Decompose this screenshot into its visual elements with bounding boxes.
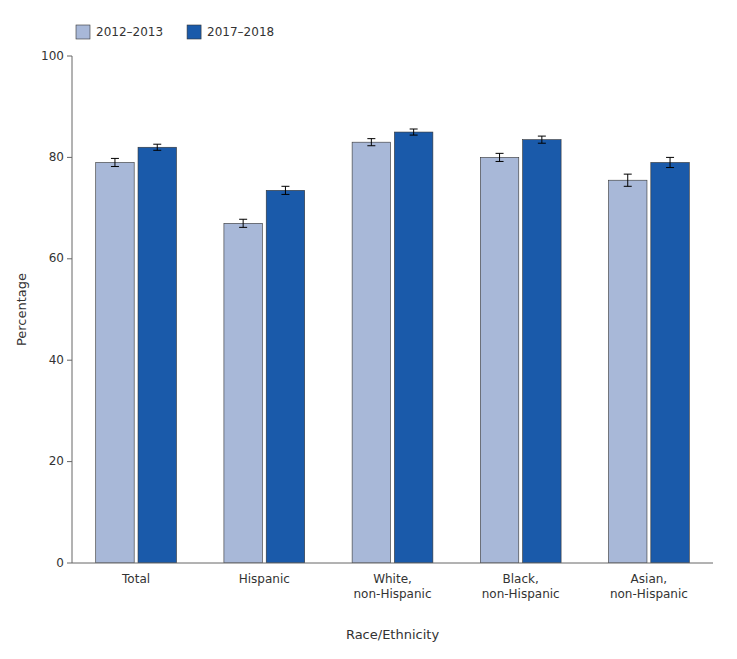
error-bar-cap bbox=[496, 161, 504, 162]
error-bar-cap bbox=[410, 129, 418, 130]
bar bbox=[609, 180, 647, 563]
legend-label: 2017–2018 bbox=[207, 25, 274, 39]
error-bar-cap bbox=[111, 166, 119, 167]
chart: 0 20 40 60 80 100 Percentage Total Hispanic White… bbox=[0, 0, 737, 659]
error-bar-cap bbox=[666, 167, 674, 168]
error-bar-line bbox=[371, 139, 372, 146]
y-tick bbox=[67, 360, 72, 361]
y-tick bbox=[67, 461, 72, 462]
y-tick-label: 0 bbox=[56, 556, 64, 570]
error-bar bbox=[367, 139, 375, 146]
error-bar bbox=[111, 158, 119, 166]
legend-label: 2012–2013 bbox=[96, 25, 163, 39]
y-tick-label: 20 bbox=[49, 454, 64, 468]
x-axis-line bbox=[72, 563, 713, 564]
legend-swatch bbox=[76, 25, 90, 39]
error-bar-line bbox=[670, 157, 671, 167]
error-bar-cap bbox=[153, 144, 161, 145]
bars bbox=[96, 129, 690, 563]
bar bbox=[266, 190, 304, 563]
error-bar-cap bbox=[496, 153, 504, 154]
error-bar bbox=[666, 157, 674, 167]
error-bar-line bbox=[541, 136, 542, 143]
error-bar-cap bbox=[239, 227, 247, 228]
error-bar-line bbox=[114, 158, 115, 166]
bar bbox=[651, 162, 689, 563]
bar bbox=[96, 162, 134, 563]
bar bbox=[523, 140, 561, 563]
y-tick bbox=[67, 56, 72, 57]
error-bar-line bbox=[243, 219, 244, 227]
y-tick-label: 80 bbox=[49, 150, 64, 164]
y-tick-label: 100 bbox=[41, 49, 64, 63]
legend: 2012–2013 2017–2018 bbox=[76, 25, 274, 40]
error-bar-cap bbox=[624, 186, 632, 187]
y-tick bbox=[67, 563, 72, 564]
error-bar bbox=[410, 129, 418, 135]
x-tick-label: White,non-Hispanic bbox=[354, 572, 432, 601]
error-bar-cap bbox=[239, 219, 247, 220]
y-tick bbox=[67, 157, 72, 158]
legend-swatch bbox=[187, 25, 201, 39]
bar bbox=[394, 132, 432, 563]
y-tick bbox=[67, 258, 72, 259]
x-tick-label: Asian,non-Hispanic bbox=[610, 572, 688, 601]
y-tick-label: 60 bbox=[49, 251, 64, 265]
error-bar-cap bbox=[538, 136, 546, 137]
error-bar-cap bbox=[111, 158, 119, 159]
error-bar-line bbox=[627, 174, 628, 186]
error-bar-line bbox=[413, 129, 414, 135]
error-bar-line bbox=[499, 153, 500, 161]
error-bar-line bbox=[157, 144, 158, 150]
error-bar bbox=[624, 174, 632, 186]
y-tick-label: 40 bbox=[49, 353, 64, 367]
error-bar bbox=[153, 144, 161, 150]
error-bar-line bbox=[285, 186, 286, 194]
x-tick-label: Hispanic bbox=[239, 572, 290, 586]
chart-container: 0 20 40 60 80 100 Percentage Total Hispanic White… bbox=[0, 0, 737, 659]
error-bar bbox=[239, 219, 247, 227]
error-bar-cap bbox=[281, 186, 289, 187]
error-bar bbox=[281, 186, 289, 194]
error-bar-cap bbox=[538, 143, 546, 144]
bar bbox=[352, 142, 390, 563]
error-bar-cap bbox=[410, 135, 418, 136]
x-axis-label: Race/Ethnicity bbox=[346, 627, 439, 642]
legend-item: 2017–2018 bbox=[187, 25, 274, 40]
x-tick-label: Total bbox=[121, 572, 150, 586]
y-axis-label: Percentage bbox=[14, 273, 29, 346]
bar bbox=[480, 157, 518, 563]
legend-item: 2012–2013 bbox=[76, 25, 163, 40]
x-axis: Total Hispanic White,non-Hispanic Black,non… bbox=[72, 563, 713, 601]
error-bar-cap bbox=[624, 174, 632, 175]
bar bbox=[224, 223, 262, 563]
error-bar-cap bbox=[281, 194, 289, 195]
y-axis-line bbox=[72, 56, 73, 563]
error-bar-cap bbox=[367, 145, 375, 146]
error-bar bbox=[496, 153, 504, 161]
x-tick-label: Black,non-Hispanic bbox=[482, 572, 560, 601]
bar bbox=[138, 147, 176, 563]
error-bar-cap bbox=[153, 150, 161, 151]
error-bar bbox=[538, 136, 546, 143]
y-axis: 0 20 40 60 80 100 bbox=[41, 49, 72, 570]
error-bar-cap bbox=[367, 138, 375, 139]
error-bar-cap bbox=[666, 157, 674, 158]
